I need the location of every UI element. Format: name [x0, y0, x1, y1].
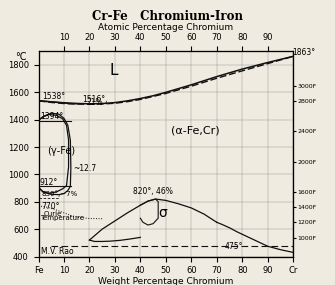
X-axis label: Atomic Percentage Chromium: Atomic Percentage Chromium	[98, 23, 233, 32]
Text: Temperature: Temperature	[40, 215, 84, 221]
Text: (α-Fe,Cr): (α-Fe,Cr)	[171, 125, 219, 135]
Y-axis label: °C: °C	[15, 52, 26, 62]
Text: 1516°,: 1516°,	[82, 95, 107, 104]
Text: (γ-Fe): (γ-Fe)	[48, 146, 76, 156]
Text: 770°: 770°	[41, 201, 60, 211]
Text: 1538°: 1538°	[42, 92, 65, 101]
Text: 830°,~7%: 830°,~7%	[41, 191, 77, 197]
Text: ~12.7: ~12.7	[73, 164, 96, 173]
Text: Curie: Curie	[44, 211, 62, 217]
Text: M.V. Rao: M.V. Rao	[41, 247, 74, 256]
Text: 820°, 46%: 820°, 46%	[133, 187, 173, 196]
X-axis label: Weight Percentage Chromium: Weight Percentage Chromium	[98, 277, 233, 285]
Text: L: L	[110, 62, 118, 78]
Text: 21%: 21%	[87, 98, 104, 107]
Text: 912°: 912°	[40, 178, 58, 187]
Text: 1863°: 1863°	[292, 48, 315, 57]
Text: σ: σ	[158, 206, 167, 220]
Text: 475°: 475°	[224, 242, 243, 251]
Text: Cr-Fe   Chromium-Iron: Cr-Fe Chromium-Iron	[92, 10, 243, 23]
Text: 1394°: 1394°	[40, 112, 63, 121]
